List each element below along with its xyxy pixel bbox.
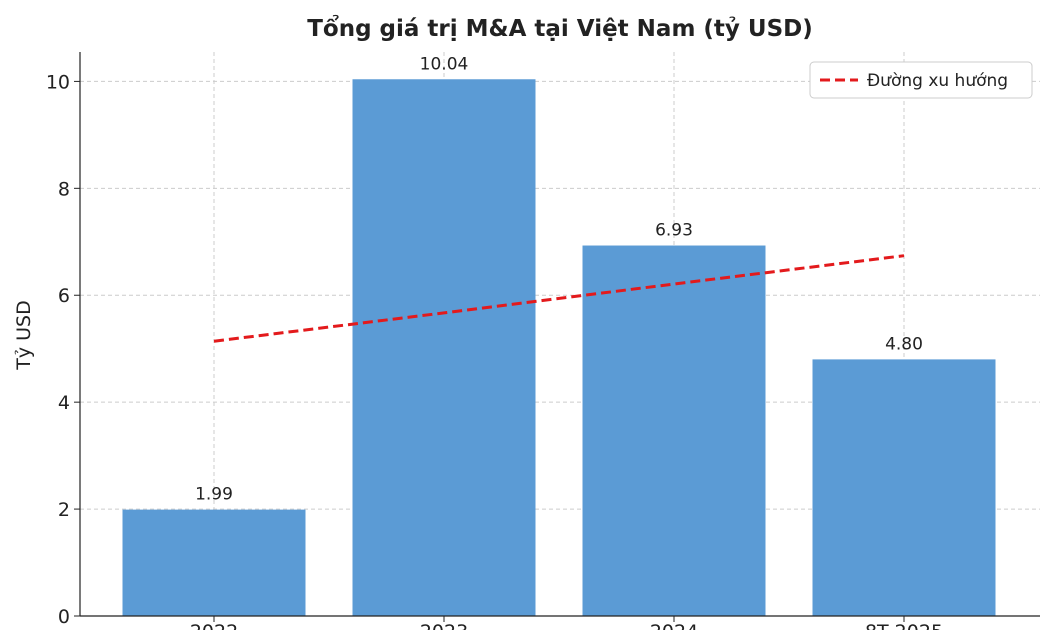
legend-label: Đường xu hướng <box>867 71 1008 91</box>
y-tick-label: 6 <box>58 285 70 307</box>
bar <box>122 509 306 616</box>
y-tick-label: 2 <box>58 499 70 521</box>
x-tick-label: 8T 2025 <box>865 621 943 630</box>
x-tick-label: 2024 <box>650 621 698 630</box>
y-tick-label: 10 <box>46 71 70 93</box>
x-tick-label: 2023 <box>420 621 468 630</box>
trend-line <box>213 254 905 343</box>
y-tick-label: 8 <box>58 178 70 200</box>
bar <box>582 245 766 616</box>
bar <box>352 79 536 616</box>
value-label: 1.99 <box>195 485 233 505</box>
value-label: 10.04 <box>420 54 469 74</box>
value-label: 6.93 <box>655 221 693 241</box>
chart-title: Tổng giá trị M&A tại Việt Nam (tỷ USD) <box>307 14 813 42</box>
x-tick-label: 2022 <box>190 621 238 630</box>
legend: Đường xu hướng <box>809 61 1033 99</box>
value-label: 4.80 <box>885 334 923 354</box>
y-tick-label: 4 <box>58 392 70 414</box>
legend-box <box>809 61 1033 99</box>
bar <box>812 359 996 616</box>
y-tick-label: 0 <box>58 606 70 628</box>
y-axis-label: Tỷ USD <box>13 300 35 371</box>
